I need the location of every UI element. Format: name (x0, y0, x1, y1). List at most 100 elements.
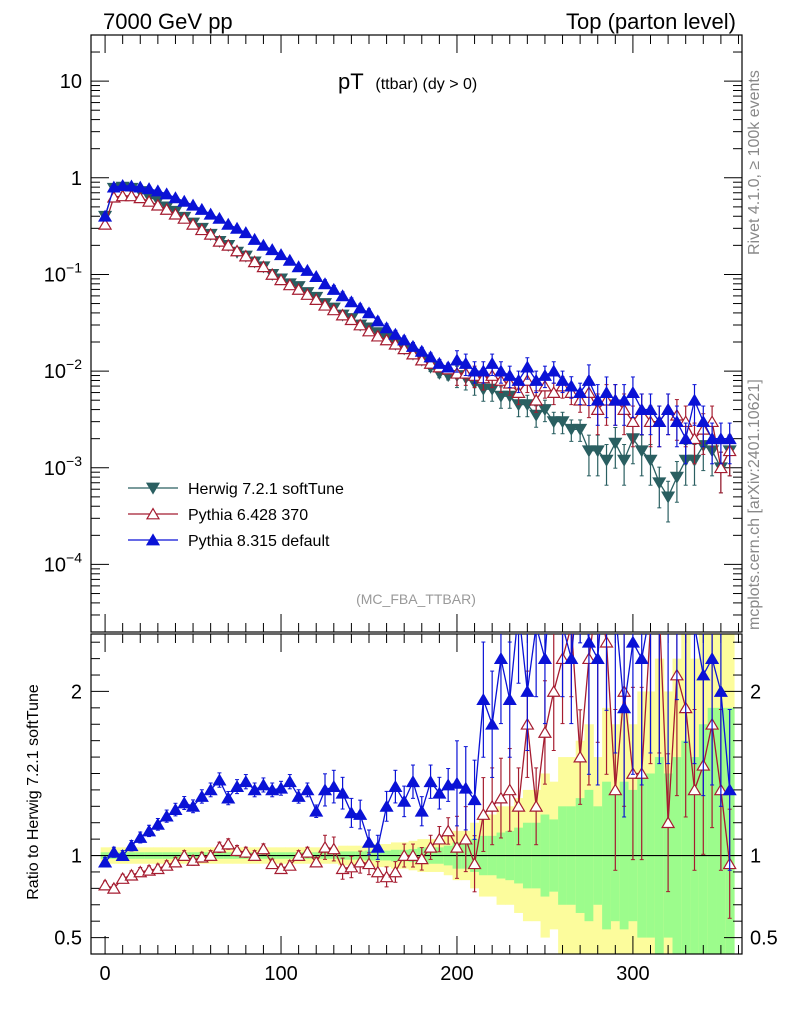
main-pythia8-point (229, 221, 245, 234)
main-frame (90, 34, 743, 633)
main-pythia8-point (564, 379, 579, 392)
main-pythia6-point (529, 393, 544, 406)
main-pythia6-point (256, 260, 271, 273)
ratio-pythia6-point (661, 816, 676, 829)
main-pythia6-point (361, 324, 377, 337)
ratio-pythia6-point (317, 840, 333, 853)
main-pythia8-point (326, 282, 341, 295)
main-pythia8-point (485, 356, 500, 369)
y-tick-exp: −4 (66, 549, 82, 565)
ratio-y-label: Ratio to Herwig 7.2.1 softTune (25, 684, 42, 900)
ratio-pythia8-point (159, 809, 174, 822)
ratio-pythia6-point (309, 855, 324, 868)
ratio-pythia6-point (388, 865, 403, 878)
ratio-y-tick-label: 0.5 (54, 928, 82, 950)
main-pythia8-point (247, 232, 262, 245)
ratio-pythia8-point (574, 555, 586, 565)
ratio-pythia6-point (326, 842, 341, 855)
ratio-pythia8-point (671, 522, 683, 532)
ratio-pythia6-point (370, 865, 385, 878)
main-pythia8-point (238, 226, 253, 239)
ratio-pythia8-point (142, 824, 157, 837)
ratio-pythia8-point (133, 830, 148, 843)
y-tick-label: 10−1 (44, 259, 82, 286)
ratio-pythia8-point (212, 773, 227, 786)
ratio-y-tick-label-right: 0.5 (750, 928, 778, 950)
main-pythia6-point (221, 238, 236, 251)
ratio-pythia6-point (485, 799, 500, 812)
main-pythia8-point (177, 194, 192, 207)
main-pythia6-point (115, 189, 130, 202)
ratio-pythia6-point (687, 783, 702, 796)
ratio-pythia8-point (449, 776, 465, 789)
y-tick-base: 1 (71, 168, 82, 190)
main-pythia6-point (265, 267, 280, 280)
main-pythia6-point (177, 211, 192, 224)
main-herwig-point (599, 454, 614, 467)
main-pythia6-point (317, 298, 333, 311)
main-pythia6-point (238, 249, 253, 262)
ratio-pythia6-point (546, 684, 561, 697)
main-pythia6-point (212, 234, 227, 247)
ratio-pythia8-point (617, 701, 632, 714)
ratio-pythia8-point (309, 804, 324, 817)
ratio-pythia8-point (467, 793, 482, 806)
main-pythia8-point (476, 364, 491, 377)
main-pythia8-point (317, 277, 333, 290)
main-pythia8-point (344, 295, 359, 308)
x-tick-label: 300 (616, 963, 649, 985)
main-pythia8-point (713, 432, 728, 445)
ratio-pythia8-point (476, 693, 491, 706)
main-pythia6-point (229, 244, 245, 257)
ratio-pythia6-point (361, 857, 377, 870)
ratio-pythia6-point (159, 858, 174, 871)
ratio-pythia8-point (548, 522, 560, 532)
ratio-pythia6-point (414, 852, 429, 865)
main-pythia8-point (150, 184, 165, 197)
x-tick-label: 100 (264, 963, 297, 985)
main-pythia8-point (634, 402, 649, 415)
main-pythia6-point (168, 207, 183, 220)
ratio-pythia8-point (590, 652, 605, 665)
main-pythia8-point (520, 360, 535, 373)
ratio-pythia8-point (185, 799, 201, 812)
main-pythia8-point (203, 207, 218, 220)
main-pythia8-point (546, 364, 561, 377)
ratio-pythia6-point (221, 837, 236, 850)
main-pythia8-point (643, 402, 658, 415)
ratio-pythia6-point (203, 848, 218, 861)
ratio-pythia8-point (370, 840, 385, 853)
main-pythia8-point (617, 393, 632, 406)
main-pythia8-point (599, 385, 614, 398)
main-pythia8-point (722, 432, 737, 445)
ratio-pythia8-point (634, 652, 649, 665)
ratio-pythia6-point (441, 824, 456, 837)
ratio-pythia6-point (397, 848, 412, 861)
ratio-pythia8-point (115, 848, 130, 861)
main-pythia6-point (142, 194, 157, 207)
main-pythia8-point (669, 415, 684, 428)
y-tick-label: 10−4 (44, 549, 82, 576)
main-herwig-point (661, 491, 676, 504)
ratio-pythia6-point (529, 799, 544, 812)
ratio-pythia8-point (388, 780, 403, 793)
ratio-pythia8-point (282, 775, 297, 788)
main-pythia6-point (335, 308, 350, 321)
ratio-pythia6-point (168, 855, 183, 868)
ratio-pythia6-point (273, 862, 289, 875)
x-tick-label: 0 (100, 963, 111, 985)
analysis-tag: (MC_FBA_TTBAR) (356, 591, 476, 607)
ratio-pythia8-point (581, 635, 596, 648)
main-pythia6-point (687, 432, 702, 445)
ratio-pythia8-point (696, 668, 711, 681)
main-pythia8-point (370, 314, 385, 327)
ratio-pythia6-point (265, 857, 280, 870)
ratio-frame (90, 633, 743, 955)
legend-marker (145, 482, 161, 495)
main-pythia8-point (705, 432, 720, 445)
ratio-pythia8-point (414, 804, 429, 817)
main-herwig-point (564, 423, 579, 436)
main-pythia8-point (98, 209, 113, 222)
main-pythia8-point (414, 344, 429, 357)
ratio-y-tick-label: 2 (71, 681, 82, 703)
